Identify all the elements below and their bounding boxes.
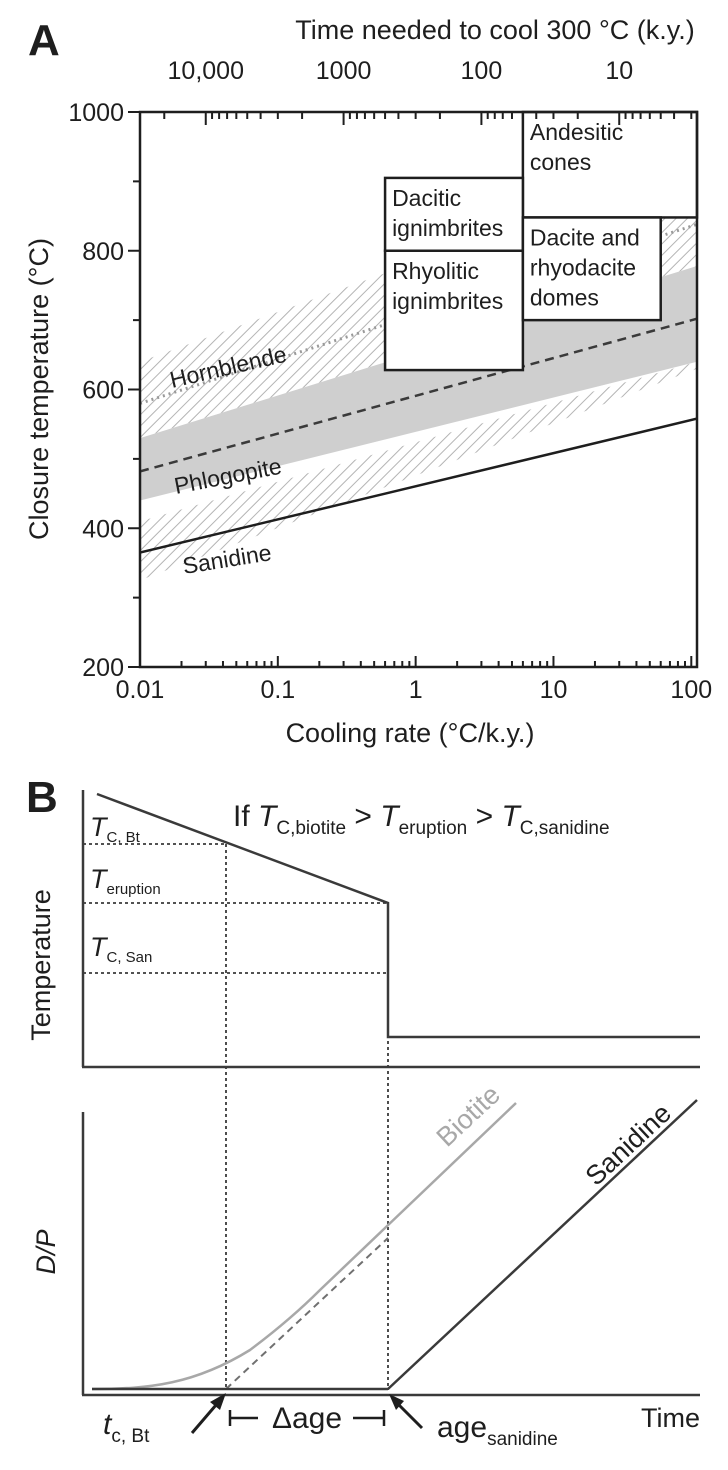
- y-tick-label: 600: [82, 377, 124, 405]
- dp-axis-title: D/P: [31, 1229, 61, 1274]
- andesitic-cones-box: [521, 110, 699, 219]
- panel-a-ticks: 0.01 0.1 1 10 100 200 400 600 800 1000 10,000 1000 1…: [68, 57, 712, 704]
- delta-age-label: Δage: [272, 1402, 342, 1435]
- tc-bt-arrowhead: [210, 1393, 226, 1410]
- tc-bt-annotation: tc, Bt: [103, 1408, 150, 1447]
- phlogopite-line: [140, 317, 697, 473]
- dacite-and-rhyodacite-domes-box: [521, 216, 662, 322]
- temperature-axis-title: Temperature: [26, 889, 56, 1041]
- panel-b-letter: B: [26, 773, 58, 822]
- x2-tick-label: 1000: [316, 57, 372, 85]
- andesitic-cones-box-label: Andesitic cones: [530, 119, 623, 175]
- rhyolitic-ignimbrites-box: [383, 249, 525, 372]
- panel-b-condition: If TC,biotite > Teruption > TC,sanidine: [233, 800, 610, 839]
- age-sanidine-annotation: agesanidine: [437, 1411, 558, 1450]
- x-tick-label: 100: [670, 676, 712, 704]
- x-tick-label: 0.01: [116, 676, 165, 704]
- biotite-curve: [91, 1102, 517, 1391]
- t-eruption-label: Teruption: [90, 864, 161, 898]
- panel-a-top-axis-title: Time needed to cool 300 °C (k.y.): [295, 15, 694, 45]
- x2-tick-label: 10,000: [168, 57, 244, 85]
- y-tick-label: 1000: [68, 99, 124, 127]
- y-tick-label: 400: [82, 515, 124, 543]
- panel-a-boxes: Andesitic cones Dacitic ignimbrites Rhyoliti…: [383, 110, 699, 372]
- sanidine-curve-label: Sanidine: [580, 1098, 677, 1192]
- x2-tick-label: 100: [461, 57, 503, 85]
- tc-san-label: TC, San: [90, 932, 152, 966]
- panel-a-x-axis-title: Cooling rate (°C/k.y.): [286, 718, 535, 748]
- dacitic-ignimbrites-box-label: Dacitic ignimbrites: [392, 185, 503, 241]
- y-tick-label: 200: [82, 654, 124, 682]
- panel-a-letter: A: [28, 16, 60, 65]
- x-tick-label: 0.1: [260, 676, 295, 704]
- sanidine-band: [140, 361, 697, 581]
- x-tick-label: 1: [409, 676, 423, 704]
- biotite-extrapolation: [225, 1237, 389, 1390]
- sanidine-line: [140, 417, 697, 554]
- x2-tick-label: 10: [605, 57, 633, 85]
- biotite-curve-label: Biotite: [431, 1079, 506, 1152]
- tc-bt-label: TC, Bt: [90, 812, 141, 846]
- sanidine-curve: [387, 1099, 698, 1390]
- panel-a-y-axis-title: Closure temperature (°C): [24, 238, 54, 540]
- rhyolitic-ignimbrites-box-label: Rhyolitic ignimbrites: [392, 258, 503, 314]
- time-axis-title: Time: [641, 1403, 700, 1433]
- x-tick-label: 10: [540, 676, 568, 704]
- y-tick-label: 800: [82, 238, 124, 266]
- phlogopite-band: [140, 266, 697, 501]
- dacite-and-rhyodacite-domes-box-label: Dacite and rhyodacite domes: [530, 224, 640, 310]
- age-sanidine-arrowhead: [389, 1394, 404, 1410]
